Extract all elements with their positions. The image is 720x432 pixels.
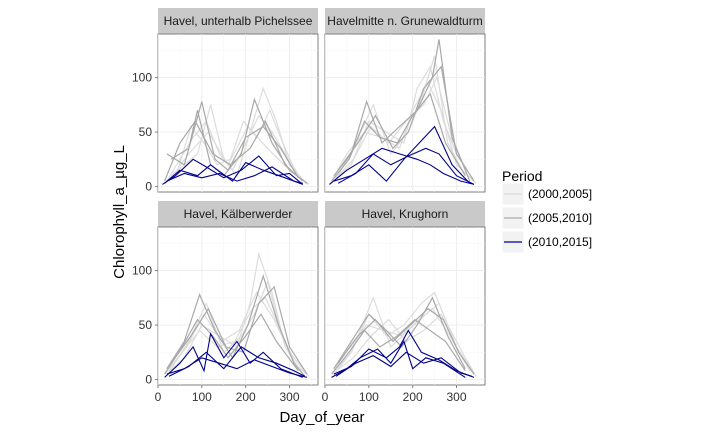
series-lines	[164, 251, 310, 378]
series-line	[331, 318, 466, 375]
x-tick-label: 200	[236, 390, 256, 404]
series-line	[337, 307, 475, 375]
series-line	[168, 125, 310, 185]
x-tick-label: 300	[279, 390, 299, 404]
series-line	[168, 346, 306, 377]
series-line	[164, 161, 303, 185]
panel-background	[324, 33, 486, 193]
grid	[325, 227, 485, 385]
series-lines	[162, 86, 310, 185]
panel-background	[157, 226, 319, 386]
legend: Period (2000,2005] (2005,2010] (2010,2015]	[501, 168, 592, 254]
facet-panels: Havel, unterhalb Pichelssee 0 50 100 Havelmi…	[132, 8, 486, 404]
series-line	[166, 273, 306, 377]
panel-4: Havel, Krughorn 0 100 200 300	[322, 201, 486, 404]
x-tick-label: 200	[403, 390, 423, 404]
y-tick-label: 0	[145, 180, 152, 194]
x-axis-title: Day_of_year	[279, 409, 364, 426]
series-line	[164, 332, 303, 378]
panel-1: Havel, unterhalb Pichelssee 0 50 100	[132, 8, 319, 194]
legend-label: (2010,2015]	[528, 235, 592, 249]
series-lines	[329, 39, 477, 185]
panel-strip	[325, 8, 485, 34]
x-tick-label: 0	[322, 390, 329, 404]
grid	[325, 34, 485, 192]
panel-strip-title: Havel, Krughorn	[362, 207, 449, 221]
series-line	[331, 340, 466, 378]
panel-2: Havelmitte n. Grunewaldturm	[324, 8, 486, 193]
x-tick-label: 0	[155, 390, 162, 404]
legend-label: (2000,2005]	[528, 187, 592, 201]
y-tick-label: 50	[139, 318, 153, 332]
y-tick-label: 50	[139, 125, 153, 139]
panel-strip	[158, 201, 318, 227]
series-line	[337, 147, 475, 185]
legend-label: (2005,2010]	[528, 211, 592, 225]
y-axis-title: Chlorophyll_a_µg_L	[111, 145, 128, 279]
x-tick-label: 100	[192, 390, 212, 404]
series-line	[164, 119, 304, 182]
x-tick-label: 300	[446, 390, 466, 404]
y-tick-label: 100	[132, 71, 152, 85]
panel-strip	[325, 201, 485, 227]
x-tick-label: 100	[359, 390, 379, 404]
series-line	[335, 351, 472, 377]
legend-title: Period	[502, 168, 542, 184]
panel-strip-title: Havel, Kälberwerder	[184, 207, 293, 221]
y-tick-label: 0	[145, 373, 152, 387]
series-line	[333, 329, 475, 378]
panel-strip-title: Havelmitte n. Grunewaldturm	[327, 14, 482, 28]
series-line	[337, 65, 475, 182]
series-lines	[331, 291, 477, 378]
series-line	[166, 166, 303, 184]
series-line	[170, 279, 299, 372]
grid	[158, 34, 318, 192]
panel-strip-title: Havel, unterhalb Pichelssee	[164, 14, 313, 28]
panel-3: Havel, Kälberwerder 0 50 100 0 100 200 300	[132, 201, 319, 404]
series-line	[164, 313, 299, 375]
series-line	[168, 291, 308, 375]
panel-strip	[158, 8, 318, 34]
series-line	[333, 296, 466, 370]
series-line	[331, 92, 466, 182]
y-tick-label: 100	[132, 264, 152, 278]
